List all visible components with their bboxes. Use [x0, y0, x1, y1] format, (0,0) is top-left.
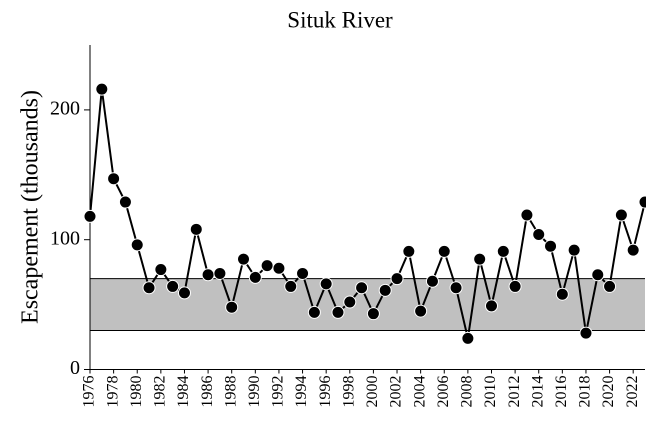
x-tick-label: 1988 — [222, 376, 239, 408]
x-tick-label: 2020 — [600, 376, 617, 408]
data-point — [520, 208, 534, 222]
x-tick-label: 2022 — [624, 376, 641, 408]
data-point — [579, 326, 593, 340]
data-point — [213, 266, 227, 280]
data-point — [414, 304, 428, 318]
data-point — [177, 286, 191, 300]
data-point — [118, 195, 132, 209]
x-tick-label: 2012 — [506, 376, 523, 408]
data-point — [484, 299, 498, 313]
data-point — [638, 195, 646, 209]
data-point — [508, 279, 522, 293]
data-point — [260, 259, 274, 273]
data-point — [237, 252, 251, 266]
y-tick-label: 100 — [50, 227, 80, 249]
x-tick-label: 2000 — [364, 376, 381, 408]
x-tick-label: 2004 — [411, 376, 428, 408]
y-axis-label: Escapement (thousands) — [18, 90, 44, 324]
x-tick-label: 1976 — [81, 376, 98, 408]
x-tick-label: 2006 — [435, 376, 452, 408]
data-point — [201, 268, 215, 282]
data-point — [166, 279, 180, 293]
data-point — [449, 281, 463, 295]
data-point — [296, 266, 310, 280]
data-point — [603, 279, 617, 293]
data-point — [473, 252, 487, 266]
data-point — [461, 331, 475, 345]
data-point — [331, 305, 345, 319]
y-tick-label: 200 — [50, 97, 80, 119]
data-point — [307, 305, 321, 319]
x-tick-label: 2016 — [553, 376, 570, 408]
data-point — [319, 277, 333, 291]
x-tick-label: 1992 — [270, 376, 287, 408]
x-tick-label: 2014 — [529, 376, 546, 408]
data-point — [154, 263, 168, 277]
data-point — [591, 268, 605, 282]
data-point — [626, 243, 640, 257]
data-point — [343, 295, 357, 309]
x-tick-label: 1998 — [340, 376, 357, 408]
chart-title: Situk River — [287, 7, 393, 32]
x-tick-label: 2010 — [482, 376, 499, 408]
data-point — [496, 244, 510, 258]
data-point — [402, 244, 416, 258]
data-point — [225, 300, 239, 314]
data-point — [272, 261, 286, 275]
data-point — [130, 238, 144, 252]
x-tick-label: 1994 — [293, 376, 310, 408]
data-point — [532, 228, 546, 242]
x-tick-label: 1982 — [152, 376, 169, 408]
x-tick-label: 1980 — [128, 376, 145, 408]
data-point — [425, 274, 439, 288]
data-point — [366, 307, 380, 321]
data-point — [355, 281, 369, 295]
x-tick-label: 1986 — [199, 376, 216, 408]
x-tick-label: 1990 — [246, 376, 263, 408]
x-tick-label: 2008 — [459, 376, 476, 408]
data-point — [437, 244, 451, 258]
data-point — [555, 287, 569, 301]
data-point — [284, 279, 298, 293]
x-tick-label: 2018 — [577, 376, 594, 408]
x-tick-label: 1996 — [317, 376, 334, 408]
data-point — [142, 281, 156, 295]
data-point — [83, 209, 97, 223]
data-point — [95, 82, 109, 96]
data-point — [614, 208, 628, 222]
data-point — [107, 172, 121, 186]
data-point — [567, 243, 581, 257]
data-point — [390, 272, 404, 286]
data-point — [189, 222, 203, 236]
data-point — [378, 283, 392, 297]
y-tick-label: 0 — [70, 357, 80, 379]
x-tick-label: 1984 — [175, 376, 192, 408]
x-tick-label: 1978 — [104, 376, 121, 408]
data-point — [544, 239, 558, 253]
data-point — [248, 270, 262, 284]
x-tick-label: 2002 — [388, 376, 405, 408]
